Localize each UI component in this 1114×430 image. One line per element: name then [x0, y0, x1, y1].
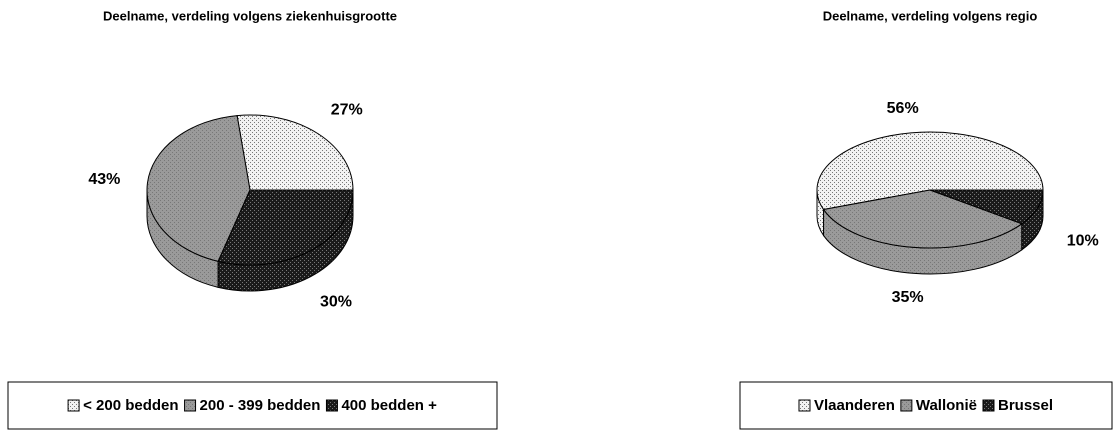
pie-slice — [822, 189, 1023, 249]
data-label: 10% — [1067, 232, 1099, 249]
data-label: 30% — [320, 293, 352, 310]
pie-slice — [929, 189, 1044, 225]
legend-label: Brussel — [998, 397, 1053, 414]
pie-slice — [236, 114, 354, 191]
legend-box — [7, 381, 498, 430]
pie-slice — [146, 115, 251, 262]
legend-swatch — [67, 399, 80, 412]
data-label: 43% — [88, 171, 120, 188]
chart-title: Deelname, verdeling volgens regio — [823, 8, 1038, 23]
legend-label: Vlaanderen — [814, 397, 895, 414]
chart-title: Deelname, verdeling volgens ziekenhuisgr… — [103, 8, 397, 23]
legend-swatch — [798, 399, 811, 412]
legend-label: Wallonië — [916, 397, 977, 414]
legend-label: 200 - 399 bedden — [200, 397, 321, 414]
data-label: 35% — [892, 289, 924, 306]
pie-slice — [816, 131, 1044, 211]
data-label: 27% — [331, 101, 363, 118]
legend-label: 400 bedden + — [341, 397, 437, 414]
legend-swatch — [982, 399, 995, 412]
legend-swatch — [184, 399, 197, 412]
legend-swatch — [900, 399, 913, 412]
legend-label: < 200 bedden — [83, 397, 178, 414]
pie-slice — [217, 189, 354, 266]
legend-swatch — [325, 399, 338, 412]
data-label: 56% — [887, 100, 919, 117]
